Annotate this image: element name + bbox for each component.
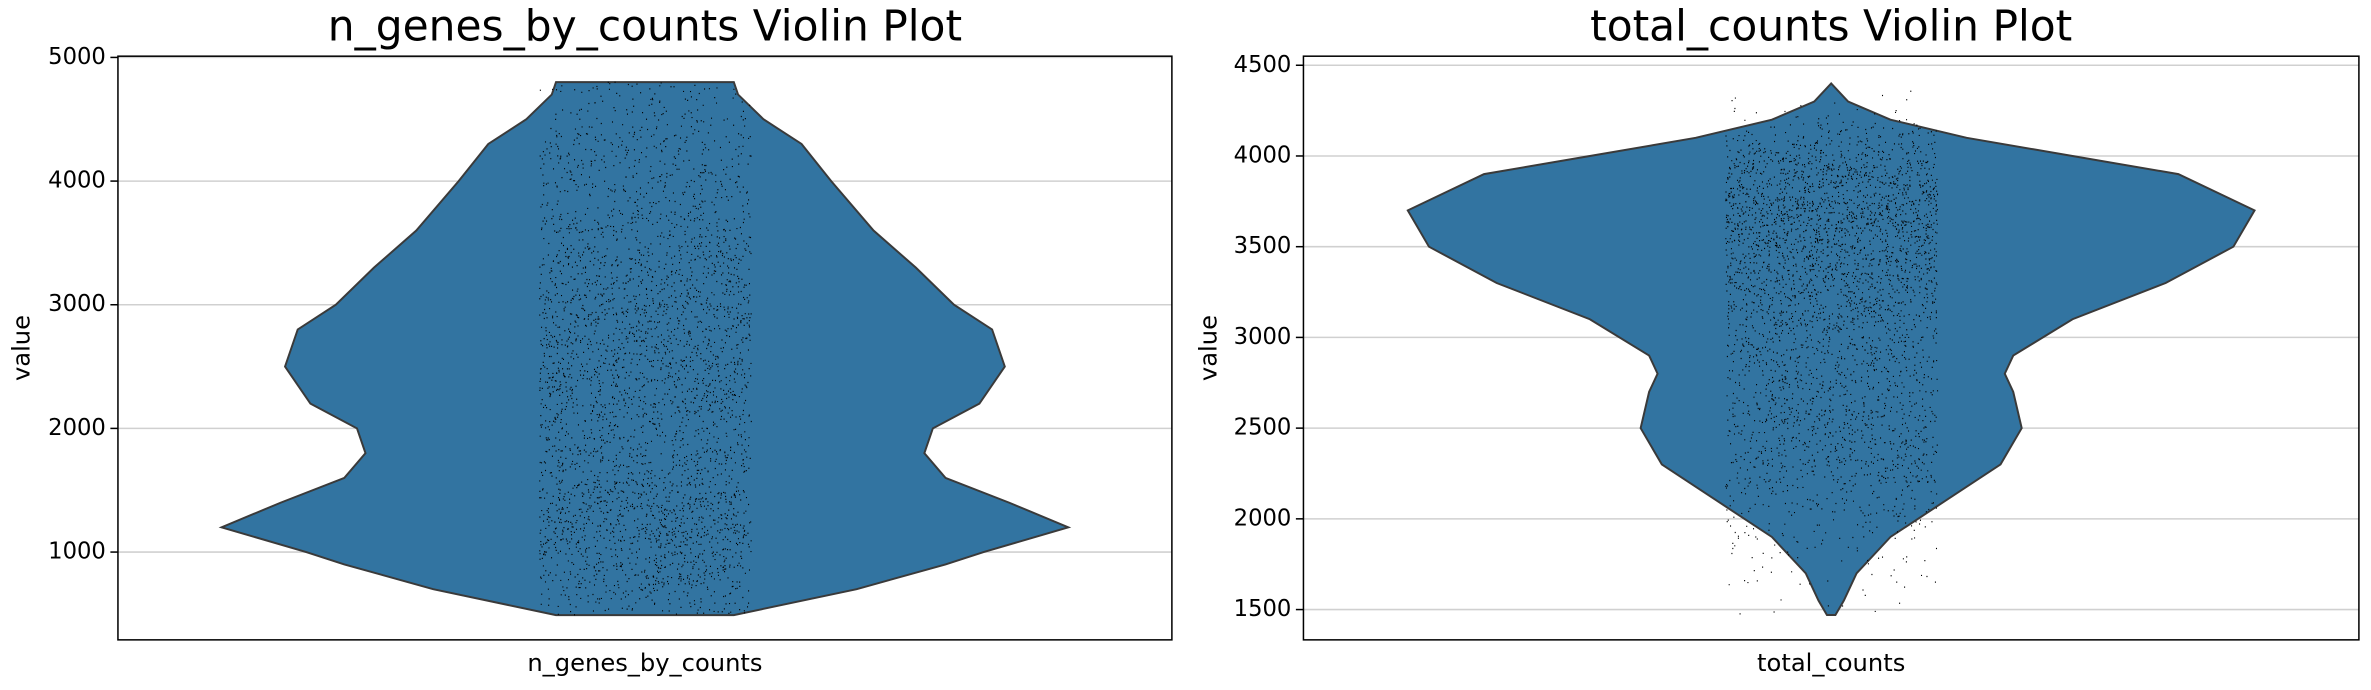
- violin: [218, 81, 1072, 617]
- jitter-points: [539, 81, 752, 616]
- y-tick-label: 5000: [48, 44, 106, 70]
- x-tick-label: n_genes_by_counts: [527, 649, 762, 677]
- y-tick-label: 4500: [1234, 52, 1292, 78]
- y-tick-label: 4000: [1234, 142, 1292, 168]
- x-tick-label: total_counts: [1757, 649, 1905, 677]
- y-tick-label: 2000: [1234, 505, 1292, 531]
- chart-title: total_counts Violin Plot: [1590, 1, 2072, 50]
- violin: [1406, 81, 2256, 616]
- y-tick-label: 1500: [1234, 596, 1292, 622]
- axes-frame: [1302, 55, 2360, 641]
- panel: n_genes_by_counts Violin Plot value n_gene…: [8, 1, 1173, 677]
- y-tick-label: 3000: [1234, 324, 1292, 350]
- panel: total_counts Violin Plot value total_count…: [1195, 1, 2360, 677]
- jitter-points: [1725, 90, 1939, 615]
- y-tick-label: 2500: [1234, 415, 1292, 441]
- y-tick-label: 2000: [48, 415, 106, 441]
- y-tick-label: 1000: [48, 539, 106, 565]
- chart-title: n_genes_by_counts Violin Plot: [328, 1, 962, 50]
- y-tick-label: 3000: [48, 291, 106, 317]
- y-axis-label: value: [8, 315, 36, 381]
- y-axis-label: value: [1195, 315, 1223, 381]
- y-tick-label: 3500: [1234, 233, 1292, 259]
- y-tick-label: 4000: [48, 168, 106, 194]
- axes-frame: [117, 55, 1173, 641]
